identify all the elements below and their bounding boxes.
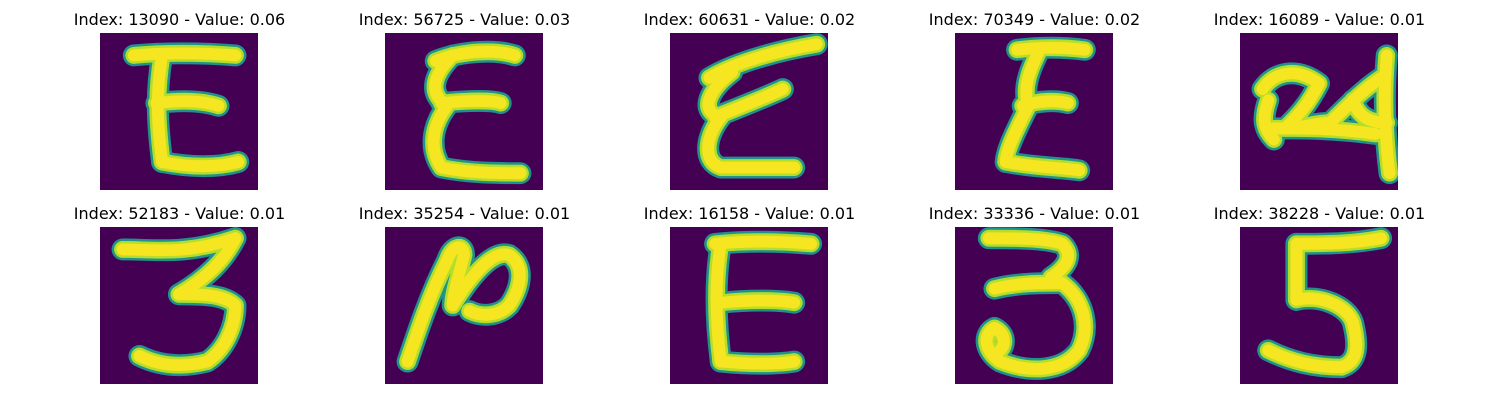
sample-panel: Index: 60631 - Value: 0.02 xyxy=(607,10,892,200)
digit-image xyxy=(955,227,1113,384)
digit-image xyxy=(1240,227,1398,384)
digit-image xyxy=(670,227,828,384)
digit-image xyxy=(100,33,258,190)
sample-panel: Index: 13090 - Value: 0.06 xyxy=(37,10,322,200)
digit-image xyxy=(385,227,543,384)
sample-panel: Index: 16089 - Value: 0.01 xyxy=(1177,10,1462,200)
panel-title: Index: 60631 - Value: 0.02 xyxy=(643,10,856,29)
digit-image xyxy=(100,227,258,384)
panel-title: Index: 13090 - Value: 0.06 xyxy=(73,10,286,29)
panel-title: Index: 16089 - Value: 0.01 xyxy=(1213,10,1426,29)
digit-image xyxy=(1240,33,1398,190)
sample-panel: Index: 16158 - Value: 0.01 xyxy=(607,204,892,394)
digit-image xyxy=(385,33,543,190)
panel-title: Index: 52183 - Value: 0.01 xyxy=(73,204,286,223)
panel-title: Index: 38228 - Value: 0.01 xyxy=(1213,204,1426,223)
sample-panel: Index: 38228 - Value: 0.01 xyxy=(1177,204,1462,394)
panel-title: Index: 33336 - Value: 0.01 xyxy=(928,204,1141,223)
sample-panel: Index: 33336 - Value: 0.01 xyxy=(892,204,1177,394)
sample-panel: Index: 52183 - Value: 0.01 xyxy=(37,204,322,394)
panel-title: Index: 70349 - Value: 0.02 xyxy=(928,10,1141,29)
sample-panel: Index: 35254 - Value: 0.01 xyxy=(322,204,607,394)
digit-image xyxy=(670,33,828,190)
digit-image xyxy=(955,33,1113,190)
panel-title: Index: 35254 - Value: 0.01 xyxy=(358,204,571,223)
panel-title: Index: 16158 - Value: 0.01 xyxy=(643,204,856,223)
panel-title: Index: 56725 - Value: 0.03 xyxy=(358,10,571,29)
sample-panel: Index: 56725 - Value: 0.03 xyxy=(322,10,607,200)
sample-panel: Index: 70349 - Value: 0.02 xyxy=(892,10,1177,200)
